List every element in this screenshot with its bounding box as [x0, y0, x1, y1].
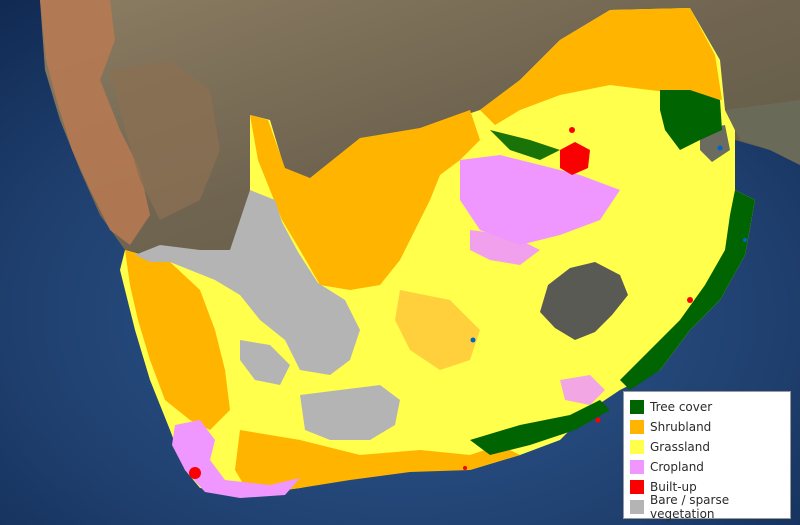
- legend-label: Bare / sparse vegetation: [650, 493, 730, 521]
- legend-item: Bare / sparse vegetation: [630, 493, 784, 521]
- shrubland-north: [250, 110, 480, 290]
- legend-label: Shrubland: [650, 420, 712, 434]
- desert-highland: [110, 60, 220, 220]
- legend-swatch: [630, 440, 644, 454]
- builtup-gauteng: [560, 142, 590, 175]
- legend-label: Built-up: [650, 480, 697, 494]
- water-body: [470, 337, 476, 343]
- legend-swatch: [630, 480, 644, 494]
- builtup-cape-town: [189, 467, 201, 479]
- legend-label: Tree cover: [650, 400, 713, 414]
- lesotho: [540, 262, 628, 340]
- cropland-eastern-cape: [560, 375, 605, 405]
- builtup-mine: [569, 127, 575, 133]
- builtup-durban: [687, 297, 693, 303]
- shrubland-northeast: [480, 8, 722, 125]
- cropland-highveld: [460, 155, 620, 245]
- legend-item: Tree cover: [630, 397, 784, 417]
- bare-karoo: [300, 385, 400, 440]
- legend-item: Grassland: [630, 437, 784, 457]
- shrubland-south: [235, 430, 520, 495]
- legend-swatch: [630, 420, 644, 434]
- legend-item: Shrubland: [630, 417, 784, 437]
- legend-swatch: [630, 500, 644, 514]
- tree-cover-lowveld: [660, 90, 722, 150]
- bare-karoo-west: [240, 340, 290, 385]
- legend-label: Grassland: [650, 440, 710, 454]
- legend-swatch: [630, 460, 644, 474]
- bare-northern-cape: [135, 190, 360, 375]
- cropland-western-cape: [172, 420, 300, 498]
- tree-cover-east-coast: [620, 190, 755, 390]
- tree-cover-south-coast: [470, 400, 610, 455]
- builtup-el: [463, 466, 467, 470]
- shrubland-west: [125, 250, 230, 430]
- tree-cover-escarpment: [490, 130, 560, 160]
- legend-item: Cropland: [630, 457, 784, 477]
- map-legend: Tree cover Shrubland Grassland Cropland Buil…: [623, 391, 791, 521]
- namib-desert: [40, 0, 150, 245]
- satellite-mozambique: [725, 100, 800, 165]
- legend-swatch: [630, 400, 644, 414]
- shrubland-central: [395, 290, 480, 370]
- builtup-pe: [595, 417, 601, 423]
- legend-item: Built-up: [630, 477, 784, 497]
- cropland-freestate: [470, 230, 540, 265]
- water-body: [743, 238, 747, 242]
- water-body: [717, 145, 723, 151]
- legend-label: Cropland: [650, 460, 704, 474]
